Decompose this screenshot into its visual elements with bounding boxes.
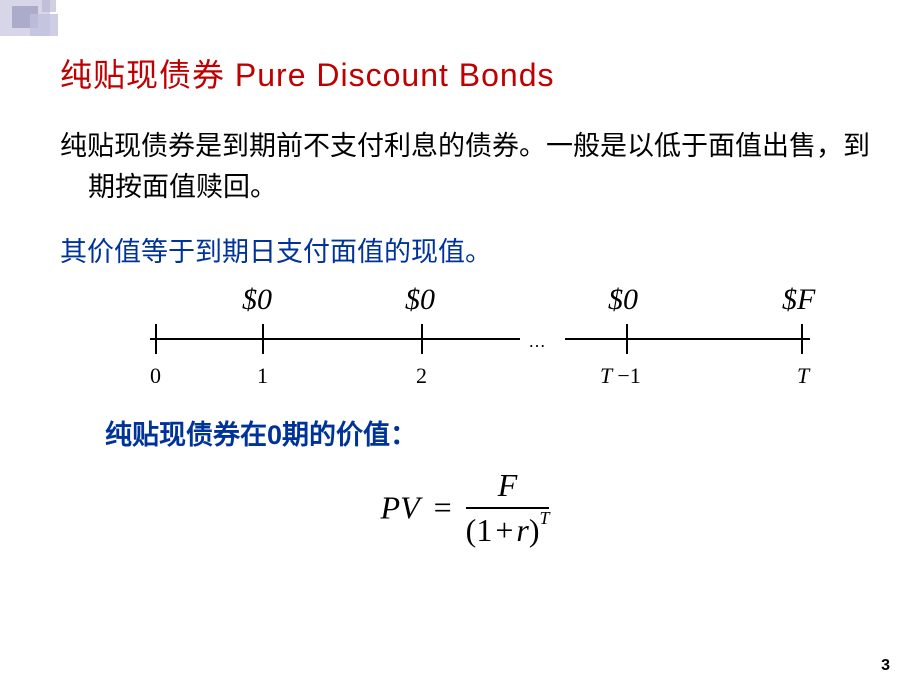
formula-container: PV = F (1+r)T xyxy=(60,467,870,549)
page-number: 3 xyxy=(881,657,890,675)
slide-content: 纯贴现债券 Pure Discount Bonds 纯贴现债券是到期前不支付利息… xyxy=(0,0,920,579)
payment-f: $F xyxy=(782,283,815,317)
timeline-diagram: $0 $0 $0 $F … 0 1 2 T −1 T xyxy=(150,283,870,393)
definition-text: 纯贴现债券是到期前不支付利息的债券。一般是以低于面值出售，到期按面值赎回。 xyxy=(60,126,870,207)
tick-0: 0 xyxy=(150,363,161,389)
pv-formula: PV = F (1+r)T xyxy=(381,467,550,549)
tick-2: 2 xyxy=(416,363,427,389)
formula-eq: = xyxy=(434,489,452,525)
payment-2: $0 xyxy=(608,283,638,317)
tick-1: 1 xyxy=(257,363,268,389)
payment-1: $0 xyxy=(405,283,435,317)
formula-fraction: F (1+r)T xyxy=(466,467,550,549)
tick-t: T xyxy=(797,363,809,389)
value-label: 纯贴现债券在0期的价值： xyxy=(105,413,870,452)
corner-decoration xyxy=(0,0,70,50)
value-statement: 其价值等于到期日支付面值的现值。 xyxy=(60,232,870,273)
tick-t-1: T −1 xyxy=(600,363,641,389)
timeline-line xyxy=(150,321,870,361)
timeline-dots: … xyxy=(528,331,548,352)
payment-0: $0 xyxy=(242,283,272,317)
slide-title: 纯贴现债券 Pure Discount Bonds xyxy=(60,50,870,96)
formula-lhs: PV xyxy=(381,489,420,525)
formula-numerator: F xyxy=(466,467,550,509)
formula-denominator: (1+r)T xyxy=(466,509,550,549)
